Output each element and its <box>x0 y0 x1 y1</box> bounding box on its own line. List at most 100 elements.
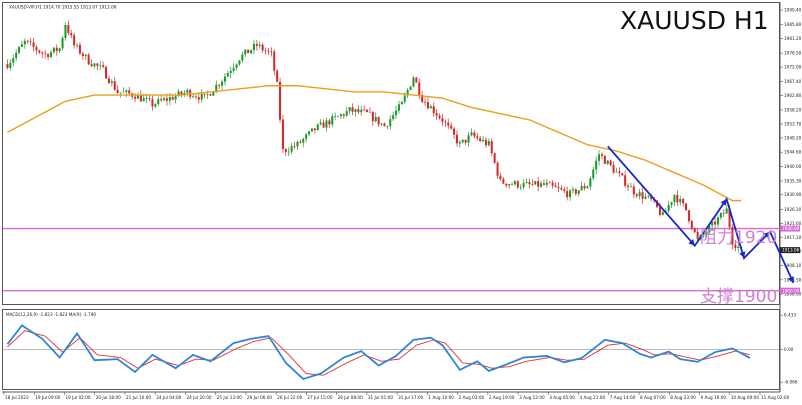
candle-body <box>725 208 728 214</box>
candle-body <box>438 115 441 119</box>
price-tick-label: 1926.20 <box>784 207 802 212</box>
candle-body <box>566 191 569 198</box>
candle-body <box>641 192 644 199</box>
candle-body <box>232 67 235 71</box>
time-tick-label: 24 Jul 20:00 <box>186 395 211 400</box>
candle-body <box>450 125 453 129</box>
candle-body <box>174 96 177 100</box>
candle-body <box>212 92 215 96</box>
candle-body <box>708 225 711 233</box>
candle-body <box>426 102 429 109</box>
candle-body <box>29 41 32 43</box>
candle-body <box>505 183 508 186</box>
candle-body <box>635 194 638 197</box>
candle-body <box>261 44 264 51</box>
candle-body <box>290 146 293 152</box>
candle-body <box>415 77 418 83</box>
price-tick-label: 1976.50 <box>784 51 802 56</box>
price-tick-label: 1949.20 <box>784 135 802 140</box>
time-tick-label: 2 Aug 03:00 <box>459 395 485 400</box>
candle-body <box>470 132 473 136</box>
candle-body <box>482 139 485 142</box>
candle-body <box>192 96 195 98</box>
candle-body <box>719 212 722 218</box>
time-tick-label: 18 Jul 2023 <box>5 395 29 400</box>
candle-body <box>716 217 719 225</box>
time-tick-label: 26 Jul 22:00 <box>277 395 302 400</box>
candle-body <box>548 182 551 184</box>
candle-body <box>218 84 221 86</box>
macd-tick-label: 6.433 <box>784 313 796 318</box>
candle-body <box>142 98 145 102</box>
candle-body <box>15 52 18 59</box>
candle-body <box>638 192 641 197</box>
candle-body <box>105 66 108 79</box>
current-price-box <box>780 247 800 254</box>
candle-body <box>273 51 276 71</box>
projection-path <box>607 145 795 284</box>
candle-body <box>400 101 403 105</box>
price-tick-label: 1921.60 <box>784 221 802 226</box>
candle-body <box>560 188 563 190</box>
projection-arrowhead <box>788 276 794 283</box>
candle-body <box>571 189 574 191</box>
price-tick-label: 1917.20 <box>784 235 802 240</box>
price-tick-label: 1962.80 <box>784 93 802 98</box>
candle-body <box>348 107 351 112</box>
candle-body <box>47 54 50 58</box>
candle-body <box>99 65 102 66</box>
candle-body <box>258 44 261 46</box>
macd-main-line <box>6 324 751 380</box>
candle-body <box>690 221 693 229</box>
candle-body <box>618 171 621 174</box>
candle-body <box>554 185 557 188</box>
candle-body <box>711 221 714 226</box>
candle-body <box>476 136 479 139</box>
candle-body <box>157 99 160 105</box>
candle-body <box>600 154 603 156</box>
candle-body <box>229 70 232 74</box>
macd-indicator <box>3 324 780 380</box>
current-price-label: 1913.06 <box>782 248 800 253</box>
candle-body <box>351 107 354 112</box>
resistance-price-box-label: 1920.00 <box>782 226 800 231</box>
candle-body <box>685 203 688 211</box>
price-tick-label: 1898.90 <box>784 292 802 297</box>
candle-body <box>119 92 122 94</box>
candle-body <box>632 186 635 195</box>
candle-body <box>180 91 183 95</box>
candle-body <box>612 165 615 173</box>
candle-body <box>528 182 531 185</box>
candle-body <box>615 171 618 173</box>
candle-body <box>447 122 450 126</box>
candle-body <box>569 190 572 198</box>
projection-arrowhead <box>688 239 695 246</box>
candle-body <box>621 173 624 176</box>
candle-body <box>537 181 540 187</box>
candle-body <box>122 91 125 93</box>
candle-body <box>319 122 322 125</box>
candle-body <box>455 134 458 144</box>
candle-body <box>177 91 180 97</box>
candle-body <box>389 119 392 127</box>
candle-body <box>574 189 577 194</box>
candle-body <box>583 185 586 189</box>
candle-body <box>435 113 438 116</box>
price-tick-label: 1908.10 <box>784 263 802 268</box>
candle-body <box>197 97 200 100</box>
candle-body <box>200 93 203 100</box>
candle-body <box>110 81 113 83</box>
time-tick-label: 27 Jul 15:00 <box>307 395 332 400</box>
candle-body <box>368 111 371 113</box>
price-tick-label: 1967.40 <box>784 79 802 84</box>
candle-body <box>531 184 534 185</box>
candle-body <box>403 95 406 102</box>
candle-body <box>78 44 81 54</box>
price-tick-label: 1990.40 <box>784 7 802 12</box>
candle-body <box>598 154 601 161</box>
time-tick-label: 4 Aug 21:00 <box>580 395 606 400</box>
candle-body <box>125 90 128 92</box>
candle-body <box>308 131 311 135</box>
macd-axis: 6.433 0.00 -6.066 <box>780 313 798 385</box>
